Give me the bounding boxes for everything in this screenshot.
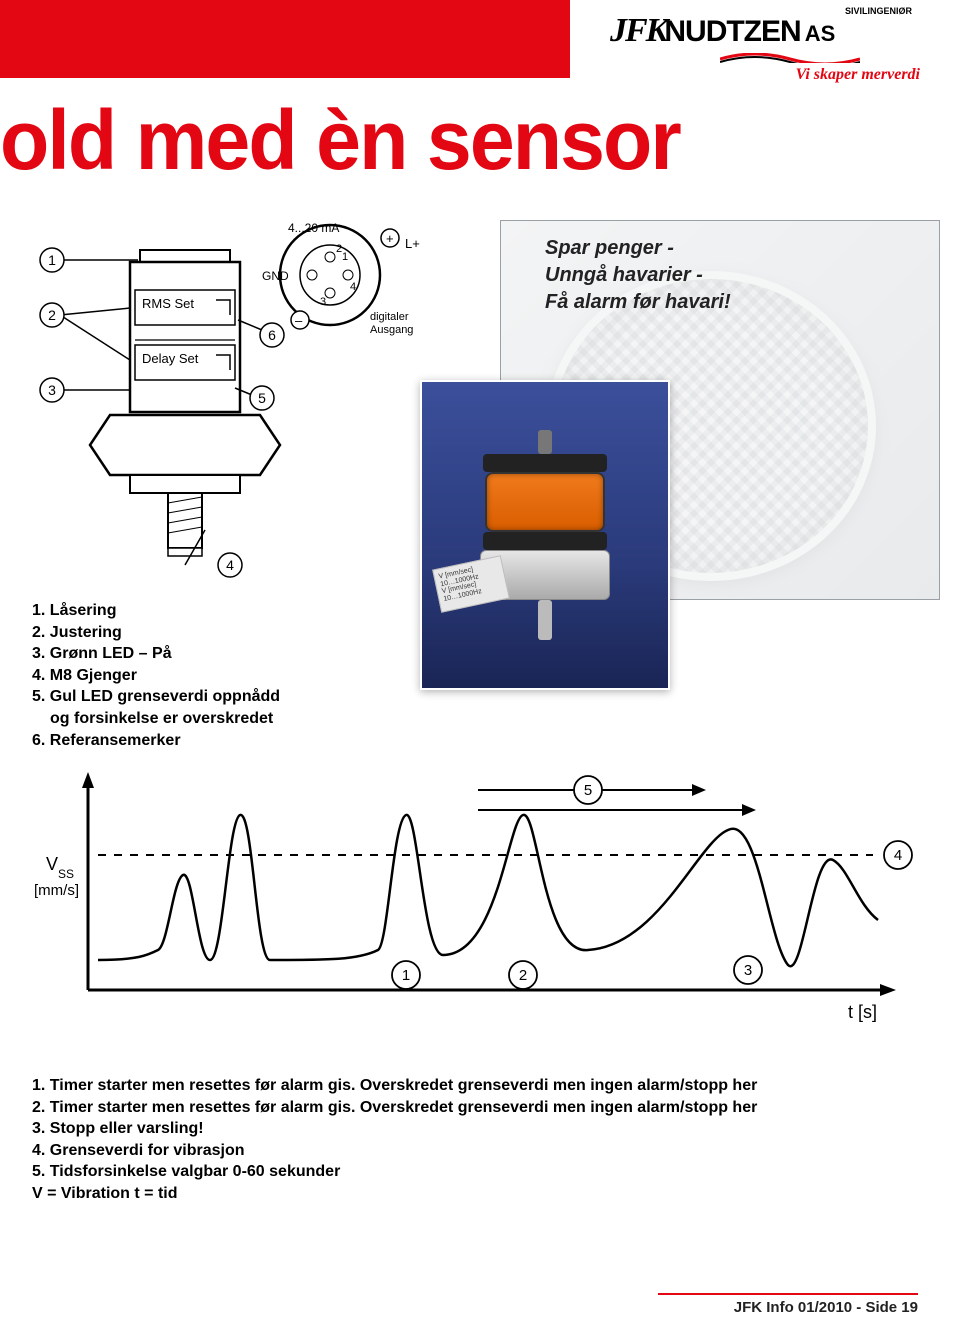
svg-text:4: 4 <box>350 281 356 293</box>
legend-item: 2. Timer starter men resettes før alarm … <box>32 1097 757 1119</box>
label-dig1: digitaler <box>370 311 409 323</box>
svg-text:3: 3 <box>320 296 326 308</box>
svg-text:5: 5 <box>584 782 592 799</box>
graph-legend: 1. Timer starter men resettes før alarm … <box>32 1075 757 1205</box>
company-logo: SIVILINGENIØR JFK NUDTZEN AS Vi skaper m… <box>610 12 920 84</box>
x-axis-label: t [s] <box>848 1002 877 1022</box>
footer-text: JFK Info 01/2010 - Side 19 <box>658 1299 918 1316</box>
logo-tagline: Vi skaper merverdi <box>610 66 920 84</box>
sensor-diagram: RMS Set Delay Set 1 2 3 4 4...20 mA + L+… <box>30 220 430 580</box>
header-red-bar <box>0 0 570 78</box>
svg-text:2: 2 <box>336 243 342 255</box>
product-photo: V [mm/sec] 10…1000Hz V [mm/sec] 10…1000H… <box>420 380 670 690</box>
svg-text:4: 4 <box>226 557 234 573</box>
page-title: old med èn sensor <box>0 92 680 189</box>
svg-text:4: 4 <box>894 847 902 864</box>
logo-overline: SIVILINGENIØR <box>845 6 912 16</box>
legend-item: og forsinkelse er overskredet <box>50 708 280 730</box>
callout-line: Unngå havarier - <box>545 262 895 289</box>
y-axis-unit: [mm/s] <box>34 882 79 899</box>
callout-line: Spar penger - <box>545 235 895 262</box>
y-axis-sub: SS <box>58 867 74 881</box>
svg-text:+: + <box>386 231 394 246</box>
label-gnd: GND <box>262 269 289 283</box>
legend-item: 5. Gul LED grenseverdi oppnådd <box>32 686 280 708</box>
logo-main: JFK NUDTZEN AS <box>610 12 920 50</box>
page-footer: JFK Info 01/2010 - Side 19 <box>658 1293 918 1316</box>
legend-item: 5. Tidsforsinkelse valgbar 0-60 sekunder <box>32 1161 757 1183</box>
legend-item: 4. M8 Gjenger <box>32 665 280 687</box>
graph-curve <box>98 815 878 966</box>
svg-text:5: 5 <box>258 390 266 406</box>
svg-text:2: 2 <box>519 967 527 984</box>
svg-text:6: 6 <box>268 327 276 343</box>
legend-item: 1. Timer starter men resettes før alarm … <box>32 1075 757 1097</box>
svg-text:3: 3 <box>48 382 56 398</box>
svg-text:1: 1 <box>48 252 56 268</box>
svg-text:1: 1 <box>402 967 410 984</box>
svg-text:1: 1 <box>342 251 348 263</box>
y-axis-label: V <box>46 854 58 874</box>
product-body-icon <box>480 430 610 640</box>
logo-wave-icon <box>720 53 860 63</box>
label-rms: RMS Set <box>142 296 194 311</box>
logo-knudtzen: NUDTZEN <box>664 15 800 49</box>
legend-item: V = Vibration t = tid <box>32 1183 757 1205</box>
logo-jfk: JFK <box>610 12 666 50</box>
legend-item: 4. Grenseverdi for vibrasjon <box>32 1140 757 1162</box>
svg-text:–: – <box>295 313 303 328</box>
legend-item: 1. Låsering <box>32 600 280 622</box>
legend-item: 3. Grønn LED – På <box>32 643 280 665</box>
svg-text:2: 2 <box>48 307 56 323</box>
legend-item: 3. Stopp eller varsling! <box>32 1118 757 1140</box>
label-lplus: L+ <box>405 236 420 251</box>
callout-line: Få alarm før havari! <box>545 289 895 316</box>
footer-rule <box>658 1293 918 1295</box>
legend-item: 6. Referansemerker <box>32 730 280 752</box>
vibration-graph: V SS [mm/s] t [s] 1 2 3 4 5 <box>28 760 928 1040</box>
label-dig2: Ausgang <box>370 324 413 336</box>
label-delay: Delay Set <box>142 351 199 366</box>
diagram-legend: 1. Låsering 2. Justering 3. Grønn LED – … <box>32 600 280 751</box>
logo-as: AS <box>805 21 836 47</box>
legend-item: 2. Justering <box>32 622 280 644</box>
callout: Spar penger - Unngå havarier - Få alarm … <box>545 235 895 316</box>
svg-text:3: 3 <box>744 962 752 979</box>
label-ma: 4...20 mA <box>288 221 339 235</box>
